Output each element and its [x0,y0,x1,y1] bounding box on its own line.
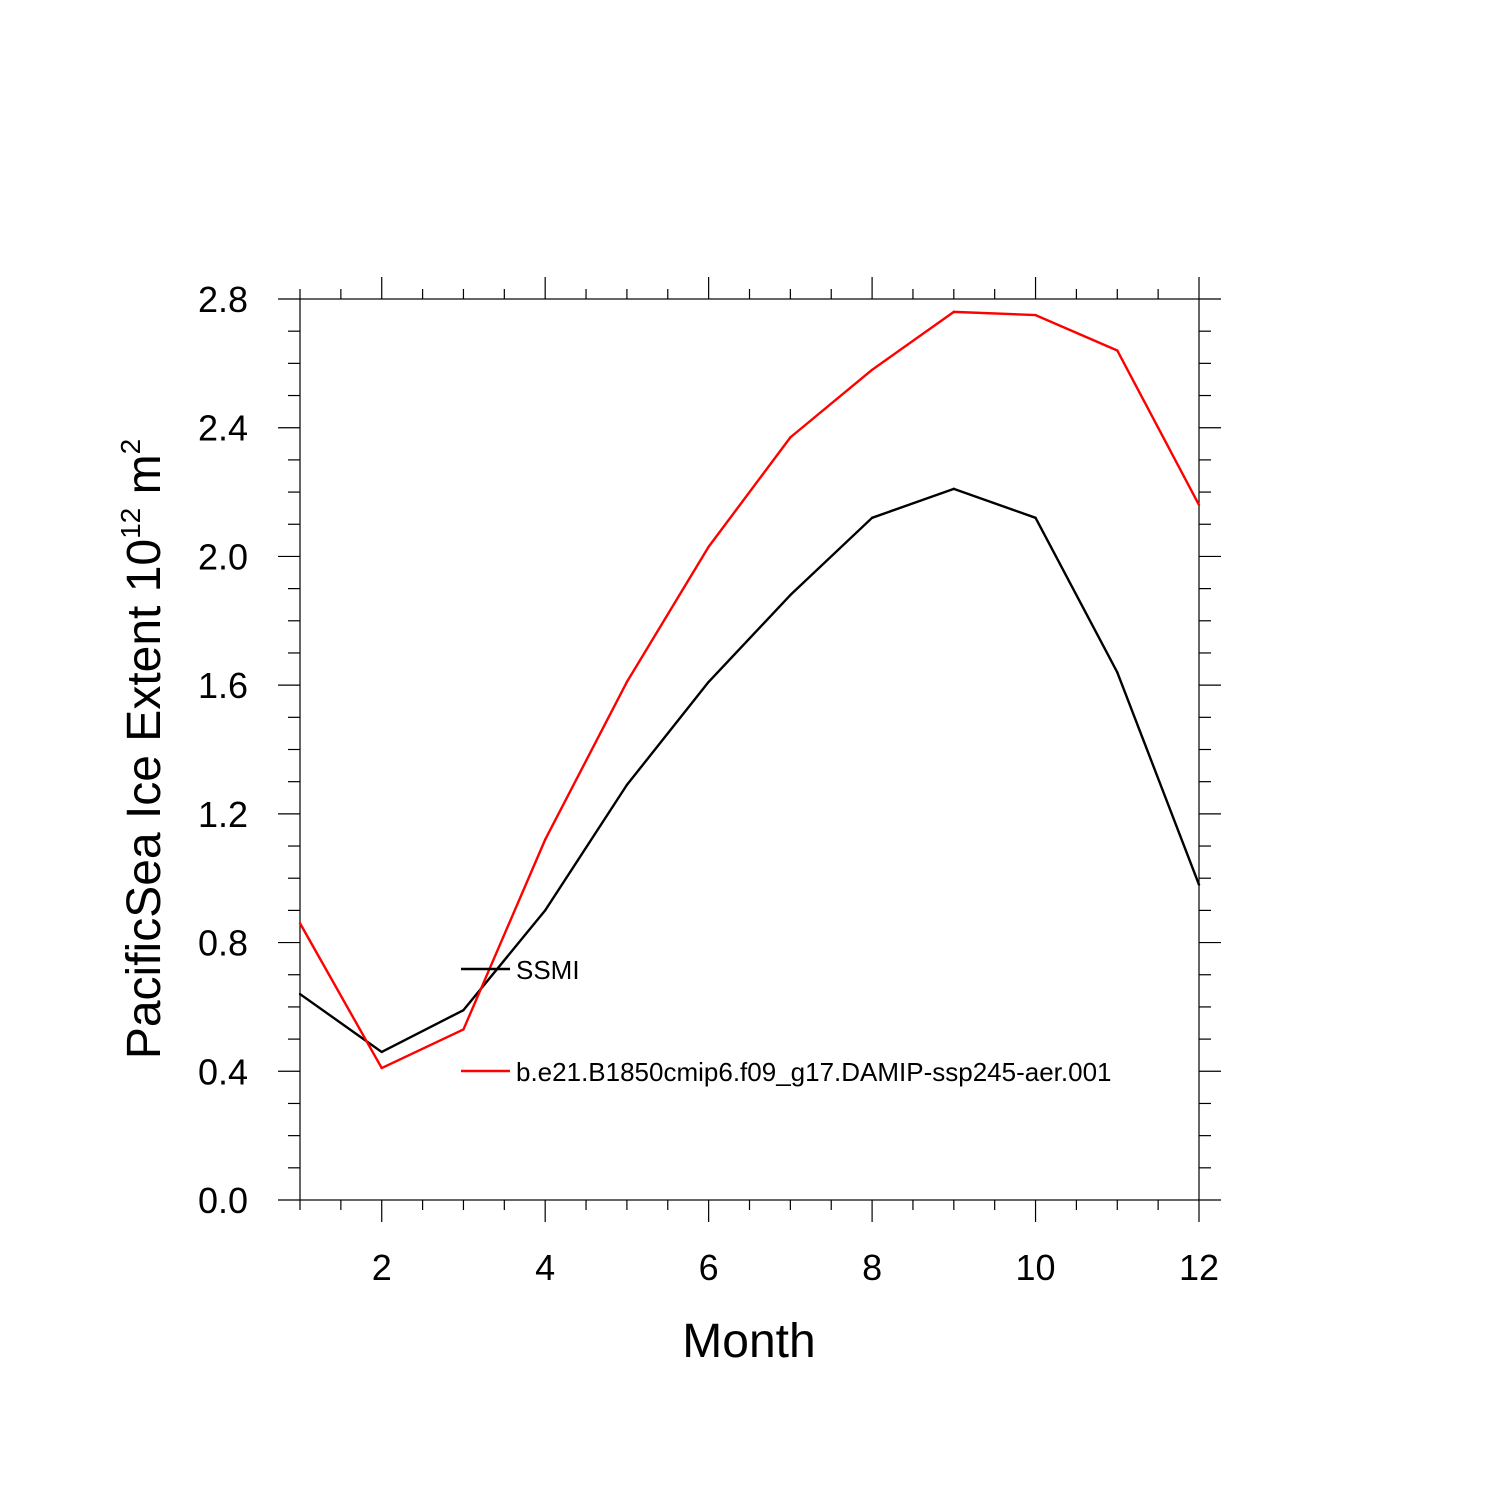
data-point [707,545,710,548]
data-point [707,680,710,684]
data-point [870,368,874,371]
x-tick-labels: 2 4 6 8 10 12 [372,1247,1219,1288]
data-point [543,909,547,912]
y-axis-title: PacificSea Ice Extent 1012 m2 [115,439,171,1059]
legend-label: SSMI [516,955,580,985]
y-tick-label: 2.4 [198,408,248,449]
x-tick-label: 10 [1016,1247,1056,1288]
data-point [952,310,956,314]
data-point [543,838,547,841]
data-point [789,593,792,597]
data-point [870,516,874,520]
data-point [1034,516,1037,520]
axis-ticks [278,277,1221,1222]
data-point [952,487,956,491]
y-tick-label: 0.0 [198,1180,248,1221]
legend: SSMI b.e21.B1850cmip6.f09_g17.DAMIP-ssp24… [461,955,1112,1087]
legend-label: b.e21.B1850cmip6.f09_g17.DAMIP-ssp245-ae… [516,1057,1112,1087]
data-point [1116,671,1119,674]
data-point [1197,503,1201,507]
data-point [380,1050,383,1054]
data-point [298,922,302,925]
x-tick-label: 4 [535,1247,555,1288]
data-point [625,680,629,684]
y-tick-label: 0.4 [198,1051,248,1092]
y-axis-title-unit-exponent: 2 [115,439,146,455]
series-line-ssmi [299,487,1201,1054]
y-axis-title-exponent: 12 [115,508,146,539]
y-tick-labels: 0.0 0.4 0.8 1.2 1.6 2.0 2.4 2.8 [198,279,248,1221]
x-tick-label: 8 [862,1247,882,1288]
data-point [462,1028,465,1031]
y-tick-label: 1.6 [198,665,248,706]
series-line-model [298,310,1201,1070]
y-axis-title-unit: m [118,454,171,507]
series-lines [298,310,1201,1070]
x-tick-label: 6 [699,1247,719,1288]
y-axis-title-main: PacificSea Ice Extent 10 [118,539,171,1059]
x-tick-label: 12 [1179,1247,1219,1288]
y-tick-label: 0.8 [198,923,248,964]
data-point [625,783,629,787]
data-point [462,1008,465,1012]
data-point [298,992,302,996]
data-point [789,436,792,439]
x-tick-label: 2 [372,1247,392,1288]
data-point [1116,349,1119,352]
y-tick-label: 1.2 [198,794,248,835]
x-axis-title: Month [682,1315,815,1368]
y-tick-label: 2.0 [198,536,248,577]
data-point [380,1066,383,1070]
y-tick-label: 2.8 [198,279,248,320]
data-point [1197,883,1201,886]
data-point [1034,313,1037,317]
